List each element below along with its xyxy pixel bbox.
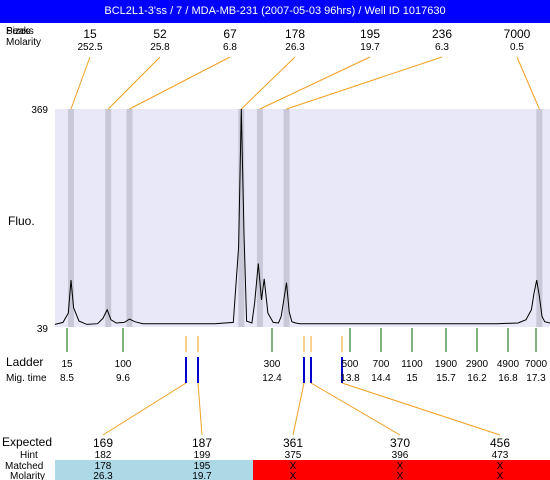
peak-band (283, 109, 290, 327)
peak-molarity-label: 19.7 (360, 42, 380, 53)
expected-molarity-value: 19.7 (192, 471, 212, 480)
matched-value: X (397, 461, 404, 472)
matched-value: X (290, 461, 297, 472)
ladder-size-label: 700 (373, 359, 390, 370)
matched-bar (55, 460, 253, 480)
ladder-time-label: 15 (406, 373, 418, 384)
y-min-label: 39 (37, 324, 49, 335)
expected-size: 361 (283, 436, 303, 450)
peak-connector (259, 56, 371, 110)
peak-band (67, 109, 74, 327)
y-axis-title: Fluo. (8, 214, 35, 228)
hint-value: 473 (492, 450, 509, 461)
ladder-time-label: 14.4 (371, 373, 391, 384)
peak-band (105, 109, 112, 327)
expected-molarity-label: Molarity (10, 471, 45, 480)
expected-size: 370 (390, 436, 410, 450)
peak-molarity-label: 0.5 (510, 42, 524, 53)
ladder-size-label: 1900 (435, 359, 458, 370)
peak-size-label: 52 (153, 27, 167, 41)
expected-size: 169 (93, 436, 113, 450)
plot-area (55, 109, 550, 327)
expected-molarity-value: X (290, 471, 297, 480)
peak-size-label: 15 (83, 27, 97, 41)
expected-connector (310, 382, 401, 436)
peak-molarity-label: 6.3 (435, 42, 449, 53)
peak-connector (286, 56, 443, 110)
peak-molarity-label: 25.8 (150, 42, 170, 53)
hint-value: 182 (95, 450, 112, 461)
peak-band (256, 109, 263, 327)
expected-molarity-value: 26.3 (93, 471, 113, 480)
ladder-time-label: 16.8 (498, 373, 518, 384)
expected-connector (341, 382, 501, 436)
matched-value: 178 (95, 461, 112, 472)
ladder-size-label: 2900 (466, 359, 489, 370)
peak-band (536, 109, 543, 327)
hint-value: 375 (285, 450, 302, 461)
matched-label: Matched (5, 461, 43, 472)
expected-connector (292, 382, 305, 436)
expected-size: 187 (192, 436, 212, 450)
peak-size-label: 67 (223, 27, 237, 41)
expected-size: 456 (490, 436, 510, 450)
peak-size-label: 195 (360, 27, 380, 41)
peak-size-label: 7000 (504, 27, 531, 41)
expected-molarity-value: X (397, 471, 404, 480)
peak-band (126, 109, 133, 327)
expected-label: Expected (2, 435, 52, 449)
matched-value: 195 (194, 461, 211, 472)
peak-molarity-label: 6.8 (223, 42, 237, 53)
mig-time-label: Mig. time (6, 373, 47, 384)
ladder-time-label: 13.8 (340, 373, 360, 384)
peak-size-label: 236 (432, 27, 452, 41)
ladder-size-label: 500 (342, 359, 359, 370)
hint-value: 199 (194, 450, 211, 461)
peak-band (238, 109, 245, 327)
ladder-size-label: 4900 (497, 359, 520, 370)
expected-molarity-value: X (497, 471, 504, 480)
ladder-time-label: 8.5 (60, 373, 74, 384)
matched-value: X (497, 461, 504, 472)
expected-connector (197, 382, 203, 436)
ladder-time-label: 15.7 (436, 373, 456, 384)
peak-molarity-label: 26.3 (285, 42, 305, 53)
chart-title: BCL2L1-3'ss / 7 / MDA-MB-231 (2007-05-03… (0, 0, 550, 23)
ladder-time-label: 16.2 (467, 373, 487, 384)
hint-value: 396 (392, 450, 409, 461)
ladder-size-label: 1100 (401, 359, 423, 370)
peak-size-label: 178 (285, 27, 305, 41)
ladder-time-label: 9.6 (116, 373, 130, 384)
sizes-row-label: Sizes (6, 26, 30, 37)
peak-connector (70, 56, 91, 110)
ladder-time-label: 17.3 (526, 373, 546, 384)
y-max-label: 369 (31, 105, 48, 116)
expected-connector (102, 382, 187, 436)
ladder-size-label: 300 (264, 359, 281, 370)
peak-connector (516, 56, 540, 110)
ladder-size-label: 15 (61, 359, 73, 370)
ladder-label: Ladder (6, 355, 43, 369)
peak-molarity-label: 252.5 (77, 42, 102, 53)
ladder-time-label: 12.4 (262, 373, 282, 384)
hint-label: Hint (20, 450, 38, 461)
fluorescence-trace (54, 108, 550, 325)
molarity-row-label: Molarity (6, 37, 41, 48)
peak-connector (240, 56, 296, 110)
ladder-size-label: 7000 (525, 359, 548, 370)
unmatched-bar (253, 460, 550, 480)
peak-connector (107, 56, 161, 110)
peaks-row-label: Peaks (6, 26, 34, 37)
peak-connector (129, 56, 231, 110)
ladder-size-label: 100 (115, 359, 132, 370)
